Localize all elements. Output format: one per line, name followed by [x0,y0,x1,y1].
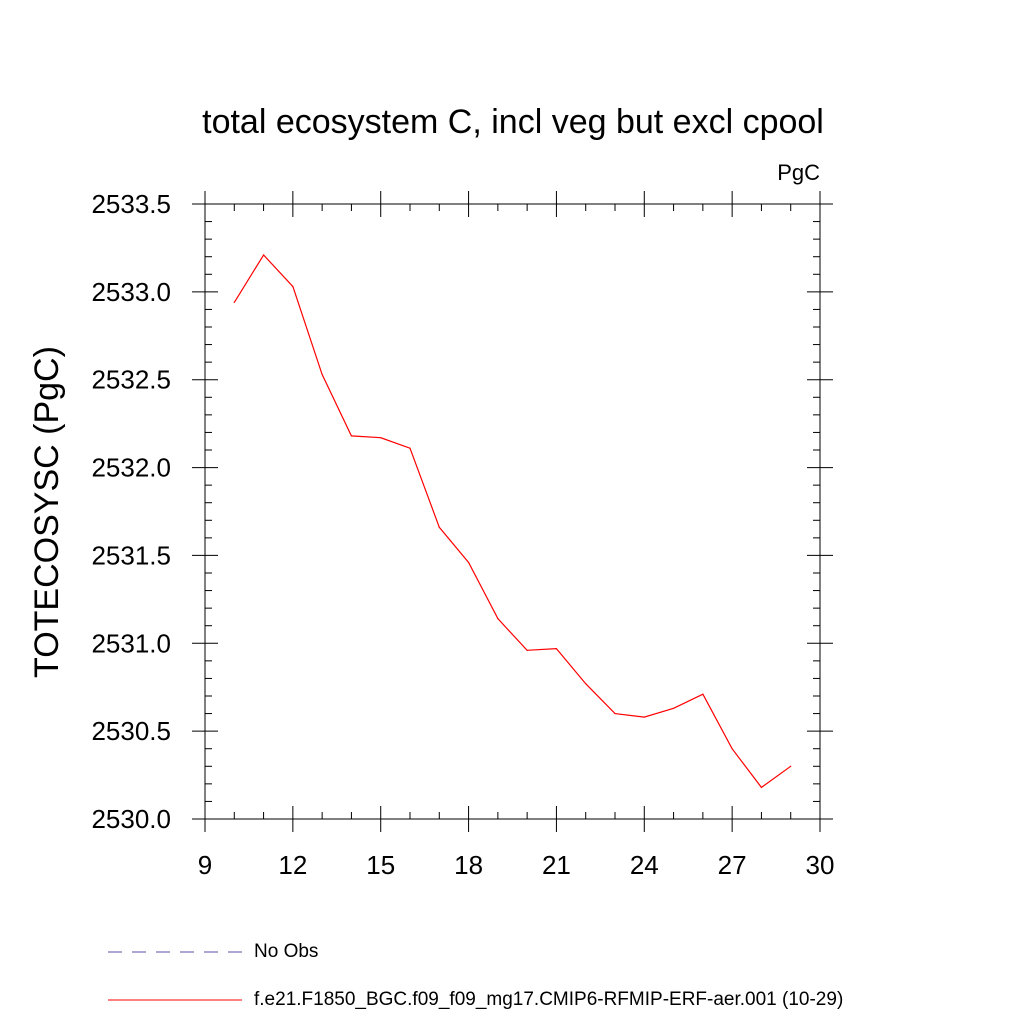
legend-label-model-run: f.e21.F1850_BGC.f09_f09_mg17.CMIP6-RFMIP… [254,989,844,1010]
y-tick-label: 2533.5 [91,189,171,219]
data-point [409,447,411,449]
data-point [321,373,323,376]
x-tick-label: 12 [278,850,307,880]
units-label: PgC [777,160,820,185]
chart-title: total ecosystem C, incl veg but excl cpo… [202,103,824,141]
data-point [555,647,558,650]
legend-label-no-obs: No Obs [254,941,319,962]
x-tick-label: 18 [454,850,483,880]
series-layer [233,254,792,789]
data-point [467,561,470,564]
y-tick-label: 2530.0 [91,804,171,834]
data-point [731,748,733,750]
data-point [702,693,704,695]
y-tick-labels: 2530.0 2530.5 2531.0 2531.5 2532.0 2532.5 2533… [91,189,171,834]
y-tick-label: 2530.5 [91,716,171,746]
y-tick-label: 2532.0 [91,453,171,483]
y-axis-label: TOTECOSYSC (PgC) [28,346,66,678]
data-point [614,712,616,715]
data-point [497,618,499,620]
series-line [233,254,792,789]
y-tick-label: 2531.5 [91,540,171,570]
x-tick-label: 27 [718,850,747,880]
y-tick-label: 2532.5 [91,365,171,395]
data-point [643,716,645,718]
data-point [790,765,792,767]
y-tick-label: 2531.0 [91,628,171,658]
x-tick-label: 24 [630,850,659,880]
y-tick-label: 2533.0 [91,277,171,307]
data-point [233,301,235,303]
data-point [262,254,265,256]
data-point [760,786,763,788]
data-point [350,435,353,437]
major-ticks [192,191,833,832]
x-tick-labels: 9 12 15 18 21 24 27 30 [198,850,835,880]
x-tick-label: 9 [198,850,212,880]
data-point [526,649,528,651]
data-point [672,707,675,709]
data-point [380,437,382,439]
minor-ticks [205,204,820,819]
plot-frame [204,203,821,820]
data-point [585,683,587,685]
data-point [292,285,294,288]
x-tick-label: 21 [542,850,571,880]
x-tick-label: 30 [806,850,835,880]
data-point [438,526,440,528]
x-tick-label: 15 [366,850,395,880]
